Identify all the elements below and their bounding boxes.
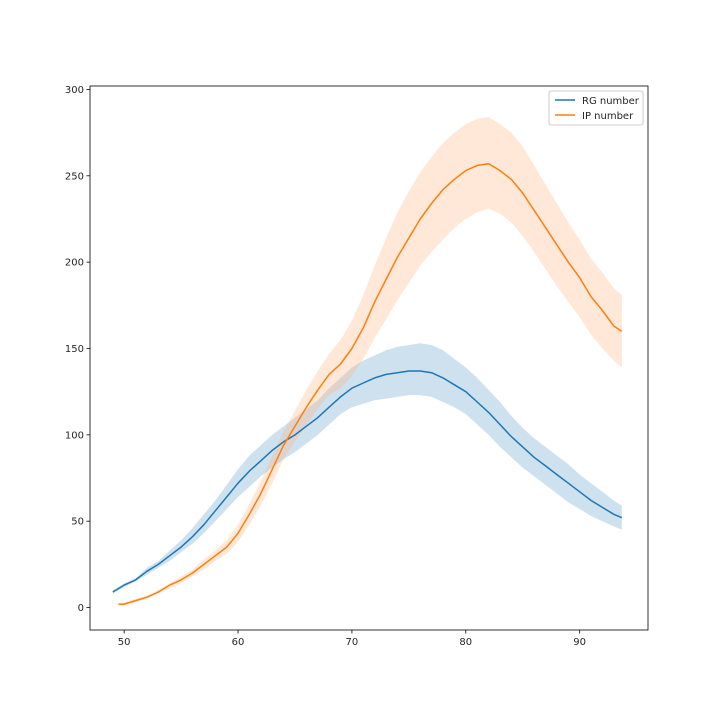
legend: RG number IP number xyxy=(548,90,644,126)
plot-frame xyxy=(89,85,649,631)
y-tick-label: 150 xyxy=(65,344,84,355)
line-ip-number xyxy=(118,162,623,605)
x-tick-label: 90 xyxy=(573,637,586,648)
y-tick-label: 300 xyxy=(65,85,84,96)
confidence-bands xyxy=(112,117,622,606)
x-tick-label: 60 xyxy=(232,637,245,648)
y-tick-label: 250 xyxy=(65,171,84,182)
y-tick-label: 100 xyxy=(65,430,84,441)
band-rg-number xyxy=(112,343,622,594)
y-tick-label: 50 xyxy=(71,517,84,528)
y-tick-label: 0 xyxy=(78,603,84,614)
x-tick-label: 50 xyxy=(118,637,131,648)
x-tick-label: 80 xyxy=(459,637,472,648)
legend-label-rg-number: RG number xyxy=(582,96,640,107)
series-lines xyxy=(112,162,623,605)
y-axis: 0 50 100 150 200 250 300 xyxy=(65,85,90,614)
legend-label-ip-number: IP number xyxy=(582,111,634,122)
line-rg-number xyxy=(112,370,623,593)
y-tick-label: 200 xyxy=(65,258,84,269)
x-axis: 50 60 70 80 90 xyxy=(118,630,586,648)
x-tick-label: 70 xyxy=(346,637,359,648)
